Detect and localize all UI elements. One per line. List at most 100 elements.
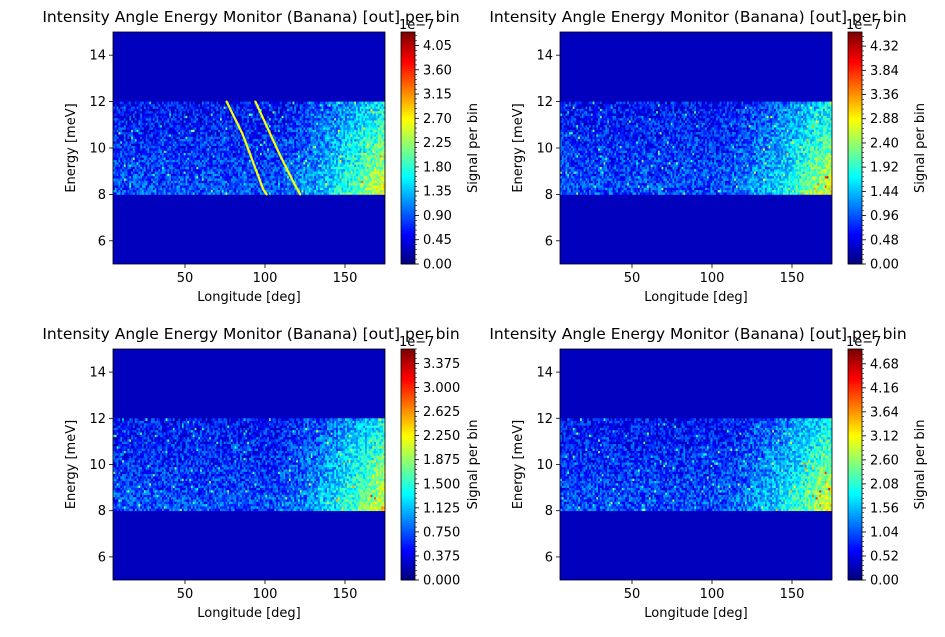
heatmap-cell	[167, 124, 170, 128]
heatmap-cell	[243, 154, 246, 158]
heatmap-cell	[132, 117, 136, 121]
heatmap-cell	[225, 143, 228, 147]
heatmap-cell	[229, 148, 232, 151]
heatmap-cell	[236, 173, 239, 177]
heatmap-cell	[149, 113, 152, 116]
heatmap-cell	[243, 108, 246, 112]
heatmap-cell	[142, 161, 145, 165]
heatmap-cell	[129, 113, 132, 116]
heatmap-cell	[147, 171, 150, 174]
heatmap-cell	[116, 122, 119, 126]
heatmap-cell	[232, 164, 235, 167]
heatmap-cell	[143, 108, 146, 112]
heatmap-cell	[232, 161, 235, 165]
heatmap-cell	[174, 113, 177, 116]
heatmap-cell	[134, 101, 137, 105]
heatmap-cell	[187, 150, 190, 153]
heatmap-cell	[239, 136, 243, 140]
heatmap-cell	[132, 175, 136, 179]
heatmap-cell	[241, 189, 244, 193]
heatmap-cell	[210, 175, 214, 179]
heatmap-cell	[163, 171, 166, 174]
heatmap-cell	[241, 127, 244, 130]
heatmap-cell	[156, 159, 159, 163]
heatmap-cell	[120, 134, 123, 137]
heatmap-cell	[114, 103, 117, 107]
heatmap-cell	[209, 127, 212, 130]
heatmap-cell	[129, 180, 132, 184]
heatmap-cell	[203, 157, 206, 160]
heatmap-cell	[172, 131, 175, 135]
heatmap-cell	[203, 124, 206, 128]
heatmap-cell	[218, 171, 221, 174]
heatmap-cell	[247, 141, 250, 144]
heatmap-cell	[125, 110, 128, 114]
heatmap-cell	[216, 182, 219, 186]
heatmap-cell	[129, 173, 132, 177]
heatmap-cell	[230, 106, 234, 109]
heatmap-cell	[212, 136, 215, 140]
heatmap-cell	[216, 171, 219, 174]
heatmap-cell	[189, 175, 192, 179]
heatmap-cell	[116, 134, 119, 137]
heatmap-cell	[205, 173, 208, 177]
heatmap-cell	[142, 136, 145, 140]
heatmap-cell	[152, 115, 156, 119]
heatmap-cell	[238, 129, 241, 133]
heatmap-cell	[196, 136, 199, 140]
heatmap-cell	[152, 117, 156, 121]
heatmap-cell	[136, 168, 139, 172]
heatmap-cell	[239, 159, 243, 163]
heatmap-cell	[122, 159, 125, 163]
heatmap-cell	[209, 178, 212, 181]
heatmap-cell	[178, 152, 181, 156]
heatmap-cell	[219, 113, 223, 116]
heatmap-cell	[147, 141, 150, 144]
heatmap-cell	[218, 117, 221, 121]
heatmap-cell	[241, 141, 244, 144]
heatmap-cell	[187, 157, 190, 160]
heatmap-cell	[225, 164, 228, 167]
heatmap-cell	[178, 157, 181, 160]
heatmap-cell	[239, 157, 243, 160]
heatmap-cell	[198, 108, 201, 112]
heatmap-cell	[154, 120, 157, 123]
heatmap-cell	[194, 154, 197, 158]
heatmap-cell	[181, 152, 185, 156]
heatmap-cell	[176, 106, 179, 109]
heatmap-cell	[132, 173, 136, 177]
heatmap-cell	[194, 145, 197, 149]
heatmap-cell	[167, 115, 170, 119]
heatmap-cell	[238, 154, 241, 158]
heatmap-cell	[210, 120, 214, 123]
heatmap-cell	[178, 108, 181, 112]
heatmap-cell	[230, 117, 234, 121]
heatmap-cell	[180, 185, 183, 188]
heatmap-cell	[218, 145, 221, 149]
heatmap-cell	[189, 180, 192, 184]
heatmap-cell	[125, 180, 128, 184]
heatmap-cell	[138, 185, 141, 188]
heatmap-cell	[156, 141, 159, 144]
heatmap-cell	[190, 129, 194, 133]
heatmap-cell	[229, 103, 232, 107]
heatmap-cell	[158, 187, 161, 191]
heatmap-cell	[221, 136, 224, 140]
heatmap-cell	[171, 189, 174, 193]
heatmap-cell	[200, 166, 203, 170]
heatmap-cell	[167, 166, 170, 170]
heatmap-cell	[172, 192, 175, 195]
heatmap-cell	[176, 138, 179, 142]
heatmap-cell	[223, 103, 226, 107]
heatmap-cell	[169, 129, 172, 133]
heatmap-cell	[134, 180, 137, 184]
heatmap-cell	[161, 157, 165, 160]
heatmap-cell	[236, 180, 239, 184]
heatmap-cell	[190, 171, 194, 174]
heatmap-cell	[219, 134, 223, 137]
heatmap-cell	[219, 143, 223, 147]
heatmap-cell	[125, 124, 128, 128]
heatmap-cell	[196, 166, 199, 170]
heatmap-cell	[152, 175, 156, 179]
heatmap-cell	[167, 168, 170, 172]
